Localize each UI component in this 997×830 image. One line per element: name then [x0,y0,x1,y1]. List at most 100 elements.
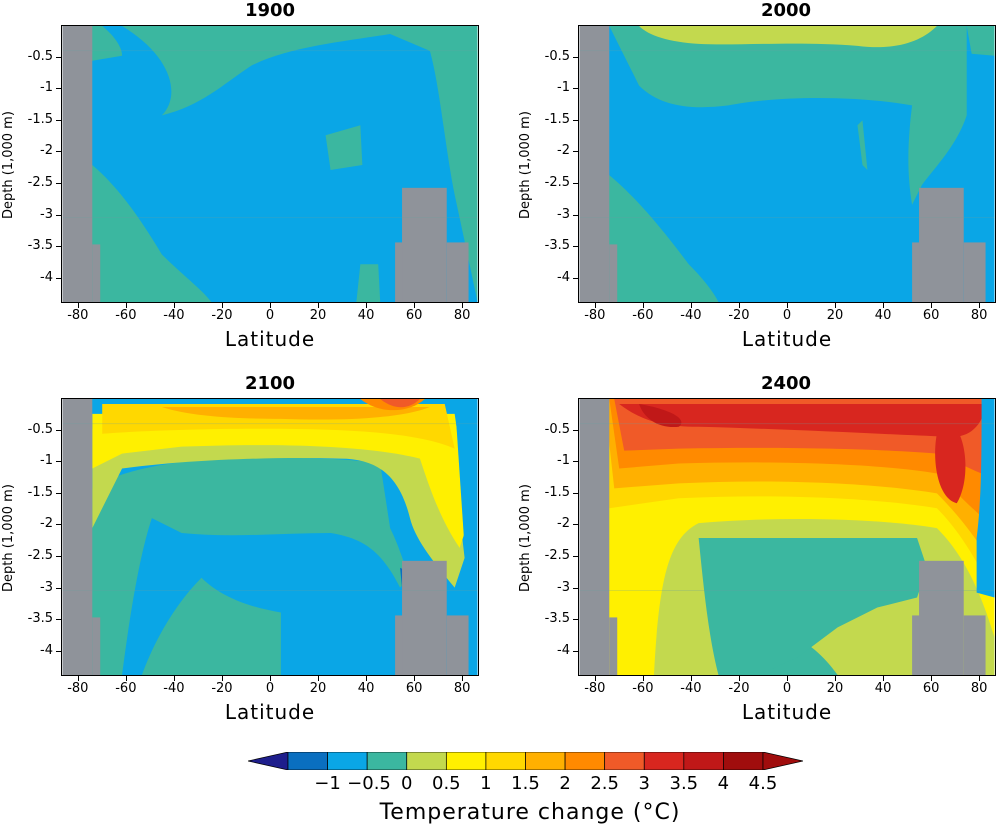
x-tick-mark [173,676,175,681]
x-axis-label: Latitude [224,327,316,351]
x-tick-mark [462,676,464,681]
x-tick-mark [931,676,933,681]
contour-region [62,457,410,675]
y-tick-label: -2 [40,143,53,159]
y-tick-mark [573,429,578,431]
x-tick-mark [173,303,175,308]
x-tick-mark [835,303,837,308]
y-tick-mark [573,492,578,494]
colorbar-tick-label: −0.5 [347,773,391,794]
y-tick-label: -1 [40,453,53,469]
x-tick-mark [318,303,320,308]
y-tick-label: -0.5 [544,48,570,64]
y-tick-mark [573,461,578,463]
y-tick-label: -3.5 [27,611,53,627]
x-tick-label: 60 [405,681,423,696]
contour-region [141,577,281,675]
colorbar-bin [445,752,487,770]
heatmap-plot [61,25,479,303]
y-tick-mark [56,277,61,279]
y-tick-label: -1 [557,453,570,469]
y-tick-mark [56,56,61,58]
x-tick-label: -80 [67,681,89,696]
y-tick-label: -2.5 [544,547,570,563]
contour-region [935,418,966,504]
contour-region [857,120,868,170]
contour-region [639,403,682,428]
y-tick-mark [56,587,61,589]
x-tick-mark [221,303,223,308]
colorbar-bin [287,752,328,770]
panel-title: 2100 [244,373,296,394]
y-tick-label: -2.5 [27,174,53,190]
x-tick-mark [642,676,644,681]
x-tick-label: 80 [970,681,988,696]
contour-region [619,403,987,437]
panel-title: 2000 [760,0,812,21]
y-tick-label: -1.5 [544,111,570,127]
x-tick-label: 0 [782,308,792,323]
y-tick-mark [573,182,578,184]
colorbar-tick-label: 4 [717,773,730,794]
y-tick-mark [573,88,578,90]
y-tick-mark [56,429,61,431]
x-tick-mark [594,303,596,308]
y-tick-label: -2 [557,143,570,159]
colorbar-tick-label: −1 [314,773,341,794]
y-tick-label: -1.5 [544,484,570,500]
x-tick-label: -40 [163,681,185,696]
x-tick-label: -20 [211,308,233,323]
x-tick-mark [883,303,885,308]
colorbar-bin [366,752,408,770]
contour-region [92,413,470,548]
x-tick-label: 60 [405,308,423,323]
y-tick-label: -2.5 [27,547,53,563]
y-tick-mark [56,650,61,652]
x-tick-mark [931,303,933,308]
y-tick-mark [573,214,578,216]
x-axis-label: Latitude [741,700,833,724]
y-tick-mark [56,88,61,90]
land-mask [62,399,93,675]
colorbar-bin [327,752,368,770]
x-tick-label: -60 [115,308,137,323]
y-tick-mark [56,119,61,121]
land-mask [62,26,93,302]
colorbar-tick-label: 4.5 [748,773,778,794]
y-tick-mark [573,119,578,121]
y-tick-label: -2 [40,516,53,532]
panel-title: 1900 [244,0,296,21]
y-tick-label: -1.5 [27,111,53,127]
colorbar-tick-label: 0 [401,773,413,794]
x-tick-mark [979,676,981,681]
x-tick-label: 20 [826,308,844,323]
colorbar-bin [643,752,685,770]
x-tick-label: 40 [874,308,892,323]
x-tick-mark [690,676,692,681]
colorbar-tick-label: 1 [480,773,492,794]
x-tick-mark [366,303,368,308]
x-tick-mark [77,676,79,681]
y-tick-mark [56,214,61,216]
x-tick-label: 80 [453,681,471,696]
y-tick-label: -0.5 [27,48,53,64]
x-tick-label: -40 [680,308,702,323]
y-tick-mark [56,555,61,557]
contour-region [454,399,478,568]
contour-region [356,264,381,302]
y-tick-label: -3.5 [544,238,570,254]
x-tick-label: 20 [826,681,844,696]
colorbar-tick-label: 3.5 [669,773,699,794]
x-tick-mark [414,676,416,681]
x-tick-label: -40 [163,308,185,323]
heatmap-plot [578,398,996,676]
x-tick-mark [414,303,416,308]
x-tick-mark [738,303,740,308]
y-tick-mark [573,555,578,557]
y-tick-mark [56,151,61,153]
y-tick-label: -0.5 [544,421,570,437]
land-mask [609,617,618,675]
y-tick-mark [56,182,61,184]
land-mask [402,560,447,675]
land-mask [92,244,101,302]
